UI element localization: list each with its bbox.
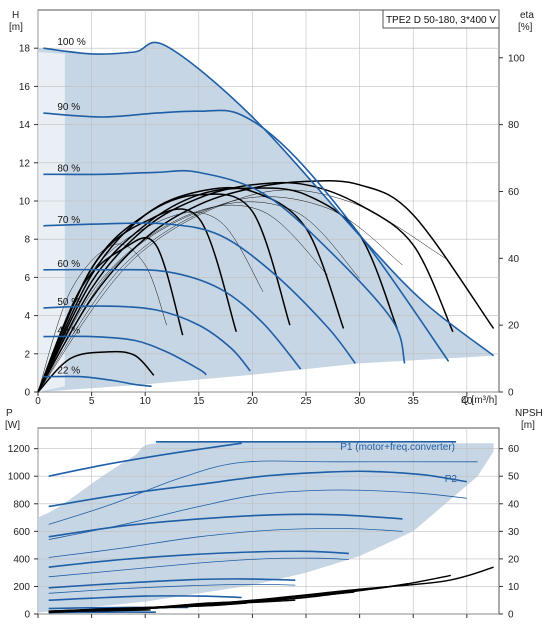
head-curve	[43, 109, 450, 362]
y-tick-label: 8	[24, 235, 30, 246]
efficiency-curve	[37, 181, 454, 393]
y-tick-label: 18	[19, 44, 31, 55]
model-label-box: TPE2 D 50-180, 3*400 V	[382, 9, 500, 29]
y-tick-label: 200	[13, 582, 30, 593]
p1-curve	[48, 578, 296, 589]
p2-curve	[48, 557, 349, 578]
y-tick-label: 6	[24, 273, 30, 284]
x-tick-label: 0	[35, 396, 41, 407]
y-tick-label: 4	[24, 311, 30, 322]
x-tick-label: 15	[193, 396, 205, 407]
p1-curve	[48, 513, 403, 538]
speed-label: 90 %	[57, 102, 80, 113]
y-tick-label: 1200	[8, 444, 31, 455]
y2-tick-label: 0	[508, 610, 514, 621]
y2-tick-label: 20	[508, 321, 520, 332]
p1-curve	[48, 470, 467, 508]
p2-curve	[48, 460, 478, 525]
head-curve	[43, 169, 406, 364]
p2-curve	[48, 528, 403, 558]
eta-axis-unit: [%]	[518, 22, 533, 33]
y2-tick-label: 80	[508, 120, 520, 131]
y2-tick-label: 0	[508, 388, 514, 399]
x-tick-label: 10	[140, 396, 152, 407]
y-tick-label: 0	[24, 610, 30, 621]
npsh-axis-unit: [m]	[521, 420, 535, 431]
y2-tick-label: 40	[508, 499, 520, 510]
efficiency-curve	[37, 186, 345, 393]
legend-p1: P1 (motor+freq.converter)	[340, 442, 455, 453]
head-curve	[43, 222, 356, 364]
x-tick-label: 25	[300, 396, 312, 407]
p1-curve	[48, 442, 242, 477]
x-tick-label: 5	[89, 396, 95, 407]
speed-label: 60 %	[57, 259, 80, 270]
head-curve	[43, 41, 495, 357]
eta-axis-title: eta	[520, 10, 534, 21]
npsh-axis-title: NPSH	[515, 408, 543, 419]
thin-efficiency-curve	[37, 243, 167, 393]
y-tick-label: 10	[19, 197, 31, 208]
head-curve	[43, 305, 251, 372]
y2-tick-label: 40	[508, 254, 520, 265]
model-label: TPE2 D 50-180, 3*400 V	[386, 15, 496, 26]
y2-tick-label: 20	[508, 554, 520, 565]
x-tick-label: 35	[408, 396, 420, 407]
speed-label: 70 %	[57, 215, 80, 226]
y-tick-label: 400	[13, 554, 30, 565]
y-tick-label: 0	[24, 388, 30, 399]
npsh-curve	[48, 605, 205, 612]
power-operating-area	[38, 441, 494, 613]
legend-p2: P2	[445, 474, 458, 485]
y-tick-label: 600	[13, 527, 30, 538]
power-axis-unit: [W]	[5, 420, 20, 431]
flow-axis-title: Q [m³/h]	[461, 395, 497, 406]
p2-curve	[48, 489, 467, 540]
y-tick-label: 16	[19, 82, 31, 93]
head-curve	[43, 268, 302, 370]
bottom-chart: 0 200 400 600 800 1000 1200 0 10 20 30 40 50 60 P1 (m…	[5, 408, 543, 621]
efficiency-curve	[37, 208, 238, 393]
y2-tick-label: 10	[508, 582, 520, 593]
y2-tick-label: 30	[508, 527, 520, 538]
speed-label: 100 %	[57, 37, 85, 48]
p2-curve	[48, 583, 296, 594]
y-tick-label: 2	[24, 349, 30, 360]
y-tick-label: 14	[19, 120, 31, 131]
y2-tick-label: 100	[508, 53, 525, 64]
speed-label: 22 %	[57, 366, 80, 377]
y-tick-label: 12	[19, 158, 31, 169]
y2-tick-label: 60	[508, 444, 520, 455]
power-axis-title: P	[6, 408, 13, 419]
p1-curve	[48, 595, 242, 601]
thin-efficiency-curve	[37, 204, 328, 393]
y-tick-label: 800	[13, 499, 30, 510]
efficiency-curve	[37, 350, 155, 393]
head-curve	[43, 375, 152, 388]
head-curve	[43, 335, 207, 376]
x-tick-label: 30	[354, 396, 366, 407]
y2-tick-label: 60	[508, 187, 520, 198]
speed-label: 80 %	[57, 163, 80, 174]
top-chart: 100 % 90 % 80 % 70 % 60 % 50 % 40 % 22 % 0 5 10 15…	[9, 9, 534, 407]
x-tick-label: 20	[247, 396, 259, 407]
y-tick-label: 1000	[8, 472, 31, 483]
y2-tick-label: 50	[508, 472, 520, 483]
head-axis-unit: [m]	[9, 22, 23, 33]
speed-label: 40 %	[57, 326, 80, 337]
speed-label: 50 %	[57, 297, 80, 308]
x-tick-label: 40	[461, 396, 473, 407]
head-axis-title: H	[12, 10, 19, 21]
p1-curve	[48, 550, 349, 568]
efficiency-curve	[37, 236, 184, 393]
npsh-curve	[48, 609, 151, 614]
